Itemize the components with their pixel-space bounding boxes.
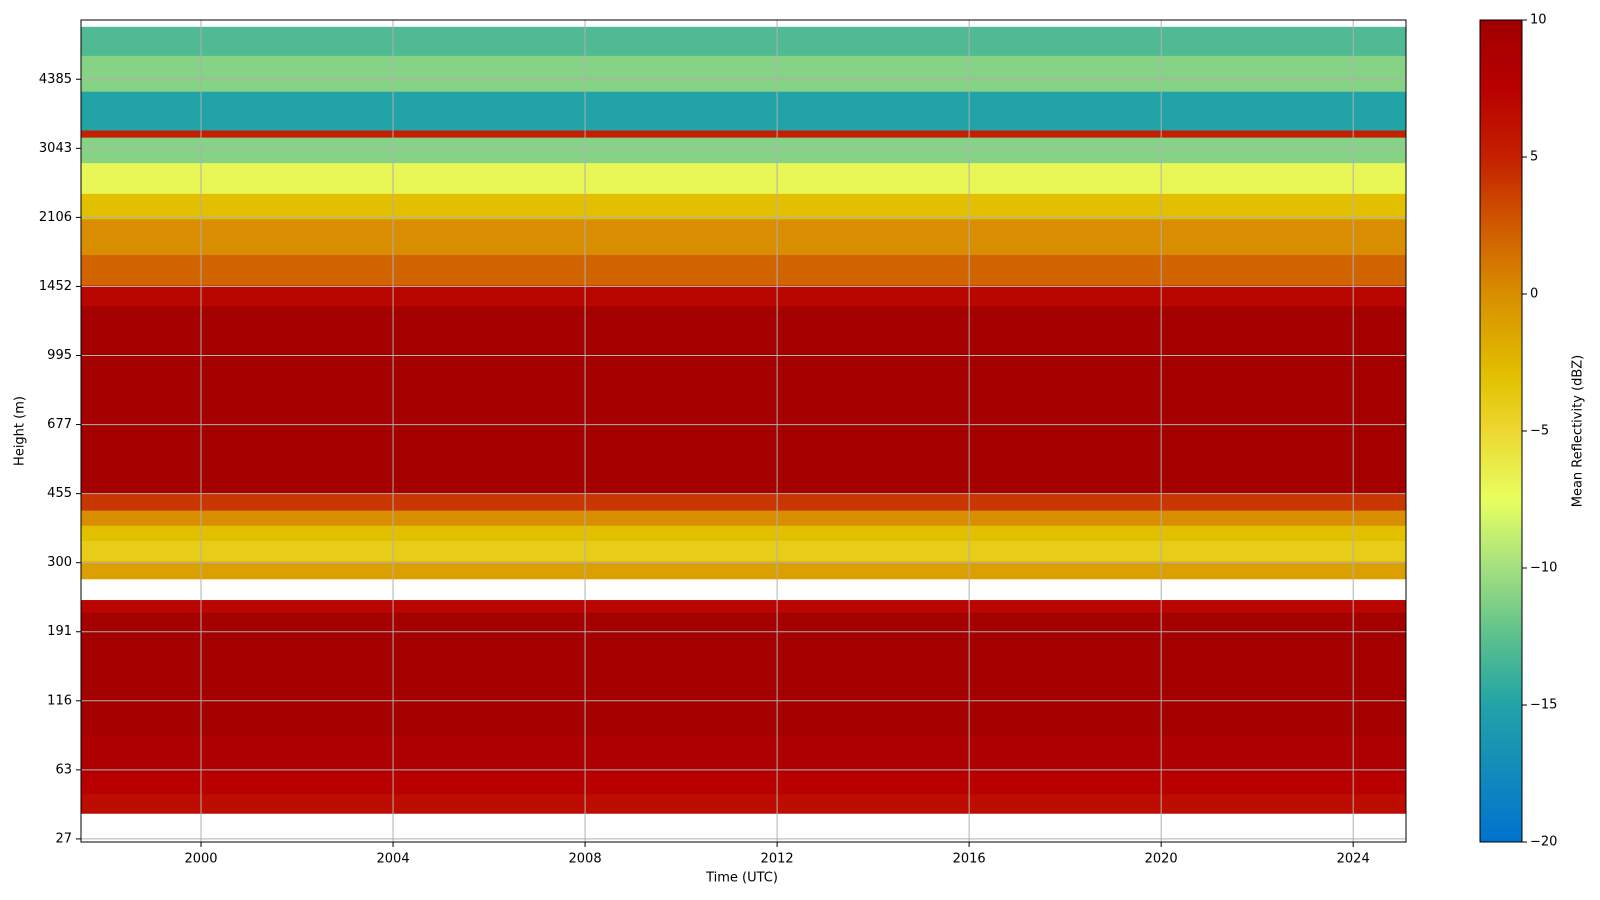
heatmap-cell — [81, 612, 1406, 736]
heatmap-cell — [81, 772, 1406, 795]
y-tick-label: 455 — [47, 486, 72, 501]
heatmap-cell — [81, 305, 1406, 495]
y-tick-label: 995 — [47, 348, 72, 363]
heatmap-cell — [81, 600, 1406, 613]
heatmap-cell — [81, 561, 1406, 580]
y-tick-label: 4385 — [39, 72, 72, 87]
x-tick-label: 2000 — [184, 852, 217, 867]
colorbar — [1479, 19, 1523, 843]
colorbar-tick-label: 0 — [1530, 287, 1538, 302]
y-tick-label: 191 — [47, 624, 72, 639]
y-tick-label: 3043 — [39, 141, 72, 156]
heatmap-cell — [81, 254, 1406, 286]
heatmap-cell — [81, 162, 1406, 194]
heatmap-cell — [81, 129, 1406, 138]
heatmap-cell — [81, 734, 1406, 773]
heatmap-cell — [81, 193, 1406, 220]
x-tick-label: 2016 — [953, 852, 986, 867]
heatmap-cell — [81, 493, 1406, 511]
y-tick-label: 63 — [55, 762, 72, 777]
y-axis-label: Height (m) — [13, 396, 28, 466]
heatmap-cell — [81, 285, 1406, 307]
heatmap-cell — [81, 540, 1406, 562]
x-tick-label: 2020 — [1145, 852, 1178, 867]
heatmap-cell — [81, 793, 1406, 814]
heatmap-cell — [81, 26, 1406, 56]
y-tick-label: 677 — [47, 417, 72, 432]
x-tick-label: 2012 — [761, 852, 794, 867]
y-tick-label: 1452 — [39, 279, 72, 294]
y-tick-label: 27 — [55, 831, 72, 846]
colorbar-tick-label: −15 — [1530, 698, 1557, 713]
heatmap-cell — [81, 218, 1406, 256]
x-tick-label: 2008 — [569, 852, 602, 867]
heatmap-cell — [81, 137, 1406, 164]
colorbar-tick-label: 10 — [1530, 13, 1547, 28]
x-tick-label: 2024 — [1337, 852, 1370, 867]
heatmap-cell — [81, 525, 1406, 541]
colorbar-tick-label: −5 — [1530, 424, 1549, 439]
colorbar-tick-label: 5 — [1530, 150, 1538, 165]
heatmap-cell — [81, 91, 1406, 131]
y-tick-label: 116 — [47, 693, 72, 708]
y-tick-label: 300 — [47, 555, 72, 570]
colorbar-label: Mean Reflectivity (dBZ) — [1571, 355, 1586, 508]
heatmap-cell — [81, 510, 1406, 526]
plot-frame — [80, 19, 1407, 843]
x-tick-label: 2004 — [377, 852, 410, 867]
colorbar-tick-label: −10 — [1530, 561, 1557, 576]
x-axis-label: Time (UTC) — [705, 871, 778, 886]
heatmap-cell — [81, 55, 1406, 92]
y-tick-label: 2106 — [39, 210, 72, 225]
colorbar-tick-label: −20 — [1530, 835, 1557, 850]
